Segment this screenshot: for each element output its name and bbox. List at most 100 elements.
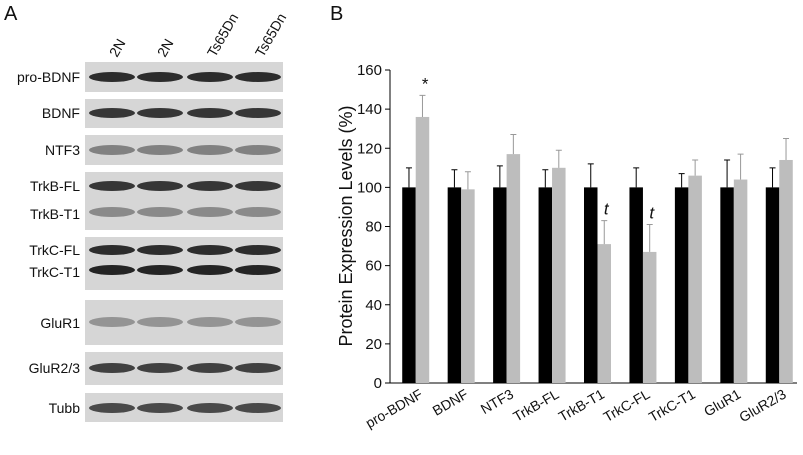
annotation: *: [421, 74, 429, 93]
bar: [674, 187, 689, 383]
error-bar: [678, 173, 685, 188]
blot-label: TrkC-FL: [29, 242, 80, 258]
bar: [720, 187, 734, 383]
blot-label: GluR1: [40, 315, 80, 331]
blot-band: [89, 72, 135, 82]
blot-band: [235, 181, 281, 191]
bar: [506, 154, 521, 383]
error-bar: [555, 149, 562, 168]
error-bar: [633, 167, 640, 188]
blot-band: [235, 265, 281, 275]
blot-label: GluR2/3: [29, 360, 81, 376]
blot-band: [89, 181, 135, 191]
blot-band: [235, 108, 281, 118]
y-tick-label: 40: [365, 297, 382, 314]
blot-label: pro-BDNF: [17, 69, 80, 85]
bar: [493, 187, 507, 383]
blot-label: TrkB-FL: [30, 178, 80, 194]
blot-band: [187, 72, 233, 82]
error-bar: [496, 165, 503, 188]
blot-band: [137, 207, 183, 217]
lane-label: 2N: [106, 36, 129, 60]
error-bar: [646, 224, 653, 252]
bar: [447, 187, 462, 383]
blot-band: [137, 145, 183, 155]
bar: [402, 187, 416, 383]
y-tick-label: 60: [365, 258, 382, 275]
blot-band: [235, 207, 281, 217]
y-tick-label: 20: [365, 336, 382, 353]
blot-band: [89, 108, 135, 118]
y-tick-label: 120: [357, 140, 382, 157]
annotation: t: [604, 200, 610, 219]
bar: [538, 187, 553, 383]
panel-label: A: [4, 3, 18, 25]
blot-band: [235, 363, 281, 373]
bar: [415, 116, 430, 383]
blot-band: [89, 265, 135, 275]
blot: [85, 300, 283, 345]
blot-band: [137, 403, 183, 413]
blot-band: [137, 265, 183, 275]
error-bar: [737, 153, 744, 180]
blot-band: [187, 265, 233, 275]
bar: [765, 187, 780, 383]
bar: [733, 179, 748, 383]
bar: [461, 189, 475, 383]
error-bar: [510, 134, 517, 155]
blot-label: NTF3: [45, 142, 80, 158]
blot-band: [89, 145, 135, 155]
blot-band: [187, 181, 233, 191]
bar: [584, 187, 598, 383]
x-tick-label: TrkC-T1: [646, 386, 698, 425]
error-bar: [451, 169, 458, 188]
error-bar: [587, 163, 594, 188]
blot-label: TrkB-T1: [30, 206, 80, 222]
blot-band: [89, 403, 135, 413]
blot-band: [137, 181, 183, 191]
bar: [688, 175, 702, 383]
y-tick-label: 140: [357, 101, 382, 118]
error-bar: [783, 137, 790, 160]
error-bar: [419, 94, 426, 117]
error-bar: [542, 169, 549, 188]
blot-band: [187, 403, 233, 413]
x-tick-label: TrkC-FL: [600, 386, 652, 425]
blot-band: [89, 207, 135, 217]
blot-band: [235, 403, 281, 413]
bar: [552, 167, 566, 383]
y-tick-label: 100: [357, 179, 382, 196]
x-tick-label: GluR2/3: [736, 386, 789, 426]
error-bar: [601, 220, 608, 245]
blot-band: [137, 245, 183, 255]
lane-label: 2N: [154, 36, 177, 60]
blot-band: [137, 72, 183, 82]
bar: [597, 244, 611, 383]
x-tick-label: BDNF: [430, 386, 471, 419]
blot: [85, 135, 283, 165]
error-bar: [464, 171, 471, 190]
lane-label: Ts65Dn: [204, 10, 242, 59]
bar: [642, 251, 657, 383]
blot: [85, 237, 283, 290]
lane-label: Ts65Dn: [252, 10, 290, 59]
blot-label: Tubb: [49, 400, 81, 416]
blot-band: [187, 145, 233, 155]
blot-band: [187, 207, 233, 217]
blot-band: [89, 245, 135, 255]
error-bar: [692, 159, 699, 176]
y-tick-label: 0: [374, 375, 382, 392]
blot-band: [89, 317, 135, 327]
blot-band: [137, 363, 183, 373]
blot-band: [137, 108, 183, 118]
blot-band: [235, 245, 281, 255]
panel-label: B: [330, 3, 343, 25]
blot-band: [235, 317, 281, 327]
y-tick-label: 160: [357, 62, 382, 79]
blot-label: TrkC-T1: [29, 264, 80, 280]
x-tick-label: TrkB-FL: [510, 386, 562, 425]
error-bar: [724, 159, 731, 188]
annotation: t: [649, 204, 655, 223]
x-tick-label: TrkB-T1: [556, 386, 608, 425]
